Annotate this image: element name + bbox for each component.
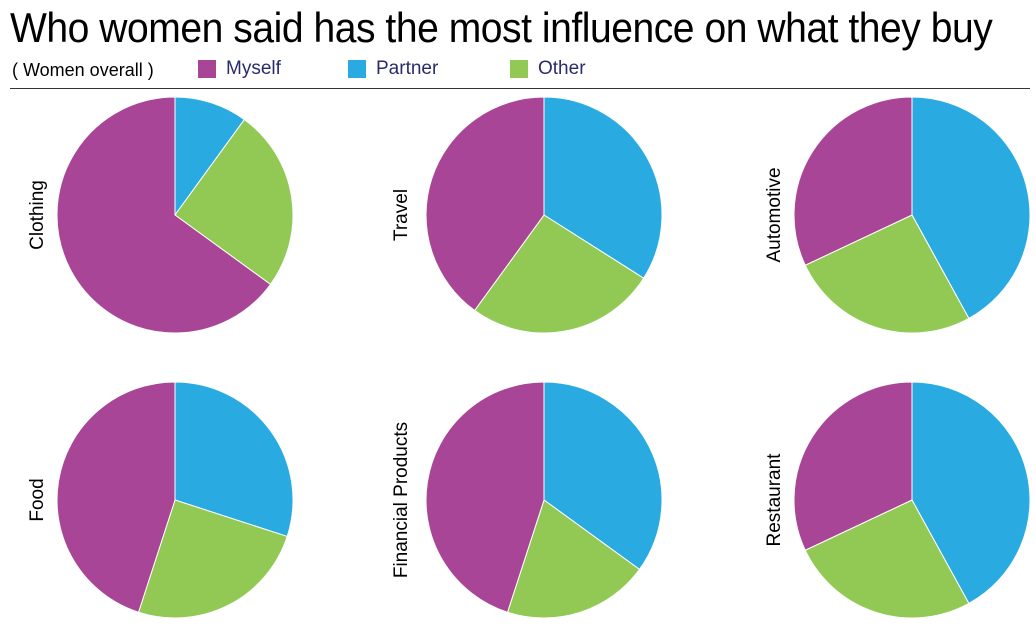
pie-slice-travel-myself — [425, 96, 545, 312]
pie-slice-food-other — [137, 499, 288, 619]
pie-food: Food — [27, 381, 294, 619]
legend-item-partner: Partner — [348, 58, 438, 80]
pie-financial-products: Financial Products — [391, 381, 663, 619]
pie-slice-automotive-partner — [911, 96, 1031, 320]
pie-label-restaurant: Restaurant — [764, 453, 785, 547]
pie-label-travel: Travel — [391, 189, 412, 241]
pie-slice-clothing-other — [174, 118, 294, 286]
pie-slice-clothing-partner — [174, 96, 246, 217]
legend-item-other: Other — [510, 58, 586, 80]
chart-title: Who women said has the most influence on… — [10, 4, 993, 51]
pie-slice-restaurant-other — [804, 499, 970, 619]
pie-slice-financial-products-other — [506, 499, 641, 619]
pie-slice-clothing-myself — [56, 96, 272, 334]
pie-label-financial-products: Financial Products — [391, 422, 412, 578]
pie-slice-financial-products-partner — [543, 381, 663, 571]
pie-clothing: Clothing — [27, 96, 294, 334]
pie-slice-food-myself — [56, 381, 176, 613]
pie-label-clothing: Clothing — [27, 180, 48, 250]
legend-swatch-myself — [198, 60, 216, 78]
legend-label-myself: Myself — [226, 58, 281, 79]
legend-label-other: Other — [538, 58, 586, 79]
legend-swatch-partner — [348, 60, 366, 78]
pie-slice-automotive-other — [804, 214, 970, 334]
pie-slice-financial-products-myself — [425, 381, 545, 613]
pie-slice-restaurant-partner — [911, 381, 1031, 605]
pie-slice-travel-partner — [543, 96, 663, 279]
pie-slice-restaurant-myself — [793, 381, 913, 551]
legend-item-myself: Myself — [198, 58, 281, 80]
pie-slice-travel-other — [473, 214, 645, 334]
header-divider — [10, 88, 1030, 89]
chart-subtitle: ( Women overall ) — [12, 60, 154, 80]
pie-label-automotive: Automotive — [764, 167, 785, 262]
legend-swatch-other — [510, 60, 528, 78]
pie-travel: Travel — [391, 96, 663, 334]
pie-slice-food-partner — [174, 381, 294, 538]
legend-label-partner: Partner — [376, 58, 439, 79]
pie-label-food: Food — [27, 478, 48, 521]
pie-automotive: Automotive — [764, 96, 1031, 334]
pie-restaurant: Restaurant — [764, 381, 1031, 619]
pie-slice-automotive-myself — [793, 96, 913, 266]
